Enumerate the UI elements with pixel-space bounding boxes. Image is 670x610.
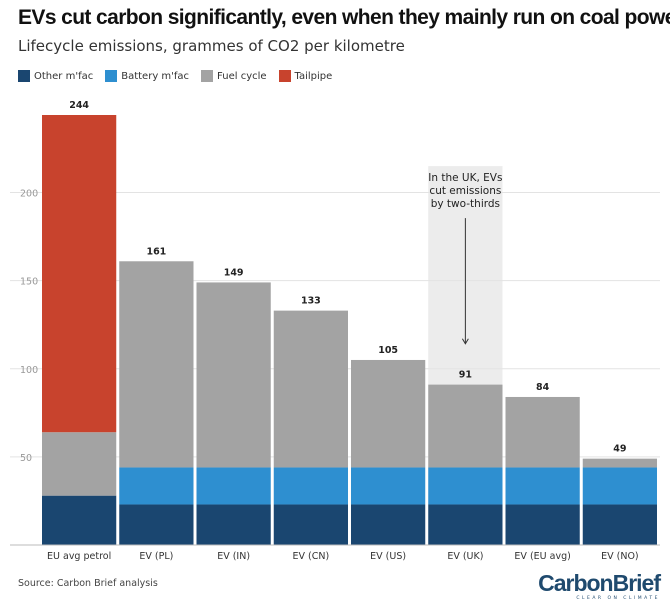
bar-other-m-fac-eu-avg-petrol (42, 495, 117, 545)
bar-other-m-fac-ev-no (582, 504, 657, 545)
logo-tagline: CLEAR ON CLIMATE (576, 596, 660, 601)
bar-other-m-fac-ev-us (351, 504, 426, 545)
annotation-arrow-head (461, 338, 469, 345)
bar-fuel-cycle-eu-avg-petrol (42, 432, 117, 496)
x-tick-label-ev-uk: EV (UK) (447, 551, 483, 562)
bar-fuel-cycle-ev-cn (273, 310, 348, 468)
data-label-ev-uk: 91 (459, 370, 472, 381)
annotation-text-line-1: In the UK, EVs (428, 172, 502, 184)
legend-label-other-mfac: Other m'fac (34, 70, 94, 82)
legend-label-battery-mfac: Battery m'fac (121, 70, 190, 82)
x-tick-label-ev-cn: EV (CN) (293, 551, 330, 562)
legend-item-battery-mfac: Battery m'fac (105, 70, 189, 82)
legend-swatch-fuel-cycle (201, 70, 214, 82)
bar-other-m-fac-ev-eu-avg (505, 504, 580, 545)
legend-swatch-tailpipe (278, 70, 291, 82)
x-tick-label-ev-pl: EV (PL) (139, 551, 173, 562)
chart-subtitle: Lifecycle emissions, grammes of CO2 per … (18, 37, 405, 55)
bar-battery-m-fac-ev-eu-avg (505, 467, 580, 505)
bar-fuel-cycle-ev-uk (428, 384, 503, 468)
data-label-ev-no: 49 (613, 444, 626, 455)
data-label-eu-avg-petrol: 244 (69, 100, 89, 111)
x-tick-label-ev-eu-avg: EV (EU avg) (514, 551, 570, 562)
bar-battery-m-fac-ev-no (582, 467, 657, 505)
bar-fuel-cycle-ev-us (351, 359, 426, 468)
bar-battery-m-fac-ev-uk (428, 467, 503, 505)
annotation-text-line-3: by two-thirds (431, 198, 500, 210)
y-tick-label-100: 100 (20, 365, 38, 376)
legend-swatch-battery-mfac (105, 70, 118, 82)
bar-fuel-cycle-ev-pl (119, 261, 194, 468)
legend-item-other-mfac: Other m'fac (18, 70, 93, 82)
bar-other-m-fac-ev-in (196, 504, 271, 545)
data-label-ev-in: 149 (224, 267, 244, 278)
legend-swatch-other-mfac (18, 70, 30, 82)
source-note: Source: Carbon Brief analysis (18, 578, 158, 589)
bar-other-m-fac-ev-pl (119, 504, 194, 545)
annotation-text-line-2: cut emissions (429, 185, 501, 197)
legend-label-tailpipe: Tailpipe (294, 70, 333, 82)
bar-other-m-fac-ev-uk (428, 504, 503, 545)
y-tick-label-50: 50 (20, 453, 32, 464)
bar-battery-m-fac-ev-pl (119, 467, 194, 505)
x-tick-label-ev-in: EV (IN) (217, 551, 250, 562)
bar-battery-m-fac-ev-us (351, 467, 426, 505)
data-label-ev-eu-avg: 84 (536, 382, 550, 393)
bar-fuel-cycle-ev-eu-avg (505, 396, 580, 468)
data-label-ev-us: 105 (378, 345, 398, 356)
x-tick-label-eu-avg-petrol: EU avg petrol (47, 551, 111, 562)
y-tick-label-150: 150 (20, 277, 38, 288)
data-label-ev-pl: 161 (146, 246, 166, 257)
carbon-brief-logo: CarbonBrief CLEAR ON CLIMATE (538, 570, 661, 602)
chart-title: EVs cut carbon significantly, even when … (18, 6, 670, 29)
bar-fuel-cycle-ev-no (582, 458, 657, 468)
bar-battery-m-fac-ev-in (196, 467, 271, 505)
legend-label-fuel-cycle: Fuel cycle (217, 70, 267, 82)
bar-tailpipe-eu-avg-petrol (42, 115, 117, 433)
legend-item-tailpipe: Tailpipe (278, 70, 333, 82)
data-label-ev-cn: 133 (301, 296, 321, 307)
legend: Other m'fac Battery m'fac Fuel cycle Tai… (18, 70, 336, 82)
x-tick-label-ev-no: EV (NO) (601, 551, 639, 562)
bar-other-m-fac-ev-cn (273, 504, 348, 545)
y-tick-label-200: 200 (20, 189, 38, 200)
x-tick-label-ev-us: EV (US) (370, 551, 406, 562)
bar-battery-m-fac-ev-cn (273, 467, 348, 505)
bar-fuel-cycle-ev-in (196, 282, 271, 468)
legend-item-fuel-cycle: Fuel cycle (201, 70, 267, 82)
logo-wordmark: CarbonBrief (538, 570, 661, 596)
